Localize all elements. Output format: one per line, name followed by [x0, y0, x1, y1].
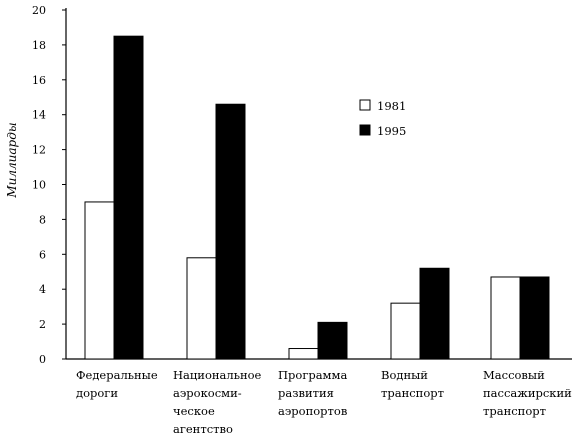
legend-swatch-1995: [359, 124, 371, 136]
bar-1981-0: [84, 201, 115, 360]
bar-1981-1: [186, 257, 217, 360]
category-label-line: Водный: [381, 368, 428, 382]
bar-1995-1: [215, 103, 246, 360]
category-label-4: Массовый пассажирский транспорт: [483, 368, 572, 418]
bar-1995-3: [419, 267, 450, 360]
category-label-0: Федеральные дороги: [76, 368, 158, 400]
category-label-2: Программа развития аэропортов: [278, 368, 347, 418]
bars: [84, 35, 550, 360]
category-label-1: Национальное аэрокосми-ческое агентство: [173, 368, 262, 436]
y-tick-label: 14: [32, 109, 46, 122]
y-tick-label: 18: [32, 39, 46, 52]
legend-swatch-1981: [359, 99, 371, 111]
y-tick-label: 20: [32, 4, 46, 17]
y-tick-label: 4: [39, 283, 46, 296]
category-label-line: пассажирский: [483, 386, 572, 400]
bar-1981-4: [490, 276, 521, 360]
y-tick-label: 8: [39, 213, 46, 226]
legend-label-1995: 1995: [377, 124, 406, 138]
category-label-line: аэрокосми-: [173, 386, 242, 400]
category-label-line: дороги: [76, 386, 118, 400]
category-label-line: Национальное: [173, 368, 262, 382]
category-label-line: агентство: [173, 422, 233, 436]
category-labels: Федеральные дороги Национальное аэрокосми-ч…: [76, 368, 572, 436]
legend-label-1981: 1981: [377, 99, 406, 113]
y-tick-label: 0: [39, 353, 46, 366]
category-label-line: ческое: [173, 404, 215, 418]
y-tick-label: 12: [32, 144, 46, 157]
y-axis-label: Миллиарды: [5, 122, 19, 198]
category-label-line: Федеральные: [76, 368, 158, 382]
category-label-line: транспорт: [381, 386, 444, 400]
bar-1995-0: [113, 35, 144, 360]
y-tick-label: 10: [32, 179, 46, 192]
category-label-line: транспорт: [483, 404, 546, 418]
category-label-line: развития: [278, 386, 334, 400]
category-label-line: аэропортов: [278, 404, 347, 418]
y-tick-label: 6: [39, 248, 46, 261]
legend: 1981 1995: [359, 99, 406, 138]
y-tick-label: 2: [39, 318, 46, 331]
bar-1981-2: [288, 348, 319, 360]
axes: 0 2 4 6 8 10 12 14 16 18 20: [32, 4, 572, 366]
bar-1981-3: [390, 302, 421, 360]
bar-1995-2: [317, 321, 348, 360]
y-tick-label: 16: [32, 74, 46, 87]
bar-1995-4: [519, 276, 550, 360]
category-label-line: Программа: [278, 368, 347, 382]
category-label-line: Массовый: [483, 368, 545, 382]
category-label-3: Водный транспорт: [381, 368, 444, 400]
